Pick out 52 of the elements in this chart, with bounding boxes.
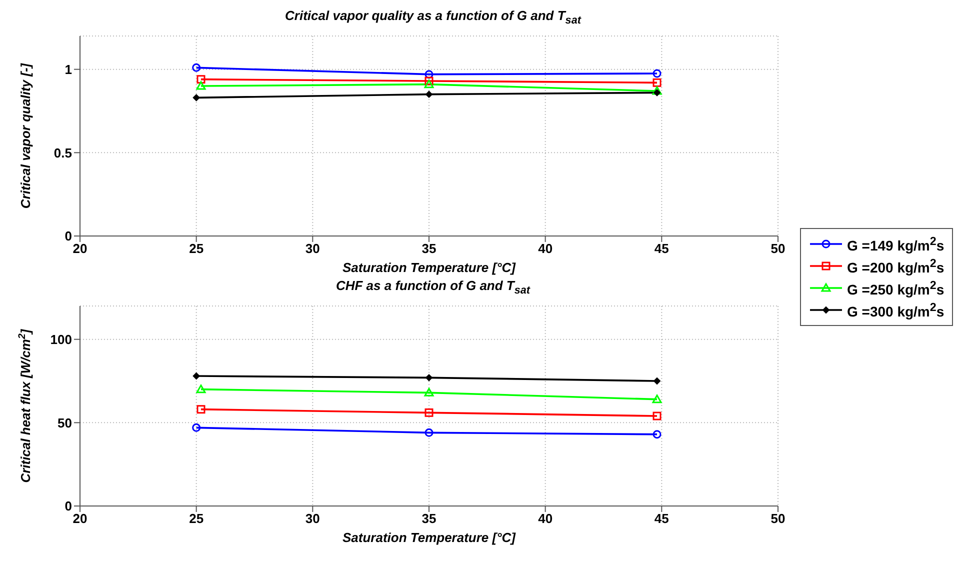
x-tick-label: 45 — [654, 511, 669, 526]
x-tick-label: 50 — [770, 511, 786, 526]
x-tick-label: 25 — [189, 511, 204, 526]
point — [192, 423, 201, 432]
point — [196, 384, 206, 394]
point — [654, 378, 661, 384]
x-tick-label: 35 — [422, 241, 436, 256]
point — [652, 394, 662, 404]
y-tick-label: 0 — [64, 498, 72, 514]
x-tick-label: 40 — [538, 511, 553, 526]
x-tick-label: 20 — [72, 241, 88, 256]
point — [424, 76, 434, 86]
x-tick-label: 35 — [422, 511, 436, 526]
point — [426, 374, 432, 382]
point — [424, 80, 434, 88]
legend-label: G =149 kg/m$^{2}$s — [847, 234, 944, 254]
y-tick-label: 0.5 — [54, 145, 72, 160]
point — [424, 428, 434, 437]
y-tick-label: 50 — [58, 415, 72, 430]
point — [196, 75, 206, 84]
point — [196, 405, 206, 414]
point — [652, 430, 662, 439]
y-tick-label: 100 — [50, 332, 72, 347]
x-tick-label: 40 — [538, 241, 553, 256]
point — [652, 78, 662, 87]
point — [192, 372, 200, 380]
point — [426, 90, 432, 98]
chart-title: Critical vapor quality as a function of G and T$_{sat}$ — [284, 8, 582, 28]
x-axis-title: Saturation Temperature [°C] — [342, 530, 516, 545]
x-tick-label: 25 — [189, 241, 204, 256]
y-axis-title: Critical vapor quality [-] — [18, 62, 33, 209]
chart-title: CHF as a function of G and T$_{sat}$ — [334, 278, 532, 298]
point — [192, 63, 201, 72]
x-tick-label: 50 — [770, 241, 786, 256]
x-tick-label: 20 — [72, 511, 88, 526]
point — [652, 86, 662, 95]
y-tick-label: 1 — [64, 62, 72, 77]
x-tick-label: 30 — [305, 241, 320, 256]
x-tick-label: 45 — [654, 241, 669, 256]
legend-label: G =300 kg/m$^{2}$s — [847, 300, 944, 320]
x-axis-title: Saturation Temperature [°C] — [342, 260, 516, 275]
point — [652, 69, 662, 78]
point — [652, 412, 662, 420]
point — [192, 94, 200, 102]
legend-label: G =200 kg/m$^{2}$s — [847, 256, 944, 276]
point — [196, 81, 206, 90]
point — [424, 70, 434, 79]
point — [424, 388, 434, 396]
point — [424, 408, 434, 417]
y-tick-label: 0 — [64, 228, 72, 244]
x-tick-label: 30 — [305, 511, 320, 526]
legend-label: G =250 kg/m$^{2}$s — [847, 278, 944, 298]
